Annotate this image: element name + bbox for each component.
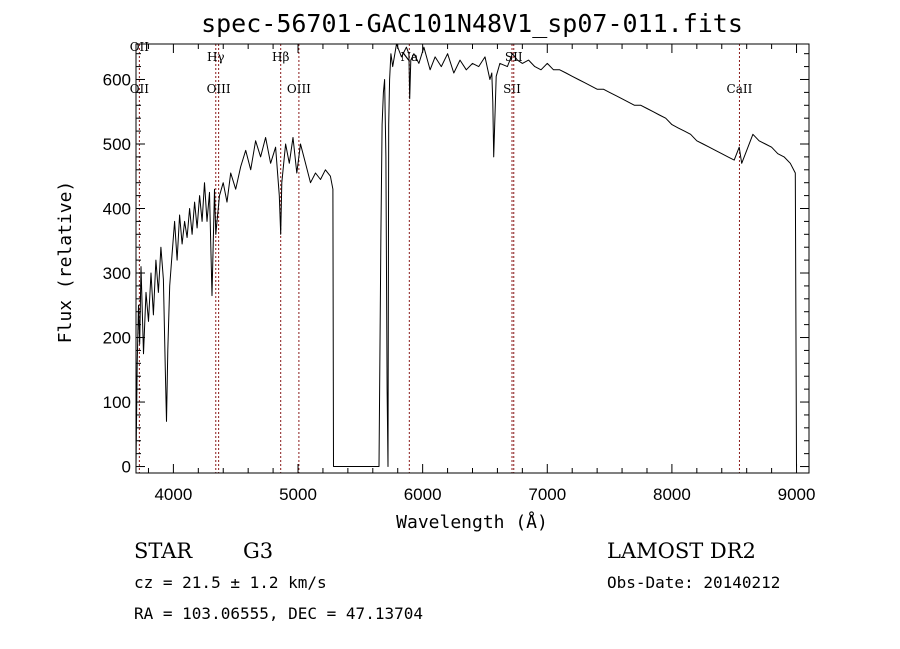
object-subclass: G3 — [243, 539, 273, 563]
marker-label-4-0: OIII — [287, 82, 311, 96]
marker-label-8-0: CaII — [727, 82, 753, 96]
y-axis-label: Flux (relative) — [55, 181, 76, 344]
object-class: STAR — [134, 539, 193, 563]
obs-date: Obs-Date: 20140212 — [607, 573, 780, 592]
y-tick-label-6: 600 — [103, 70, 131, 89]
chart-title: spec-56701-GAC101N48V1_sp07-011.fits — [201, 9, 743, 38]
marker-label-6-0: SII — [503, 82, 521, 96]
spectrum-line-0 — [135, 43, 797, 467]
spectrum-series — [135, 43, 797, 467]
y-tick-label-3: 300 — [103, 264, 131, 283]
survey-name: LAMOST DR2 — [607, 539, 756, 563]
x-tick-label-4: 8000 — [653, 485, 691, 504]
marker-label-0-1: OII — [130, 82, 150, 96]
y-tick-label-0: 0 — [122, 458, 131, 477]
ra-dec: RA = 103.06555, DEC = 47.13704 — [134, 604, 423, 623]
y-tick-label-1: 100 — [103, 393, 131, 412]
x-tick-label-3: 7000 — [528, 485, 566, 504]
x-axis-ticks: 4000 5000 6000 7000 8000 9000 — [147, 44, 816, 504]
marker-label-1-0: Hγ — [207, 50, 225, 64]
x-tick-label-1: 5000 — [279, 485, 317, 504]
y-axis-ticks: 0 100 200 300 400 500 600 — [103, 53, 809, 477]
y-tick-label-2: 200 — [103, 329, 131, 348]
y-tick-label-4: 400 — [103, 200, 131, 219]
x-axis-label: Wavelength (Å) — [396, 511, 548, 533]
marker-label-3-0: Hβ — [272, 50, 289, 64]
redshift-cz: cz = 21.5 ± 1.2 km/s — [134, 573, 327, 592]
plot-frame — [135, 43, 810, 474]
x-tick-label-2: 6000 — [404, 485, 442, 504]
y-tick-label-5: 500 — [103, 135, 131, 154]
marker-label-0-0: OII — [130, 40, 150, 54]
x-tick-label-0: 4000 — [154, 485, 192, 504]
x-tick-label-5: 9000 — [778, 485, 816, 504]
marker-label-2-0: OIII — [207, 82, 231, 96]
